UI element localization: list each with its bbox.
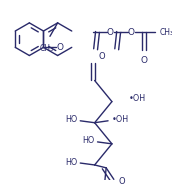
Text: •OH: •OH: [129, 94, 146, 103]
Text: HO: HO: [65, 115, 77, 124]
Text: O: O: [119, 177, 125, 184]
Text: CH₃: CH₃: [160, 28, 172, 37]
Text: O: O: [99, 52, 105, 61]
Text: HO: HO: [82, 137, 95, 146]
Text: •OH: •OH: [112, 115, 129, 124]
Text: CH₃: CH₃: [40, 44, 54, 53]
Text: HO: HO: [65, 158, 77, 167]
Text: O: O: [56, 43, 63, 52]
Text: O: O: [106, 28, 114, 37]
Text: O: O: [128, 28, 135, 37]
Text: O: O: [140, 56, 147, 66]
